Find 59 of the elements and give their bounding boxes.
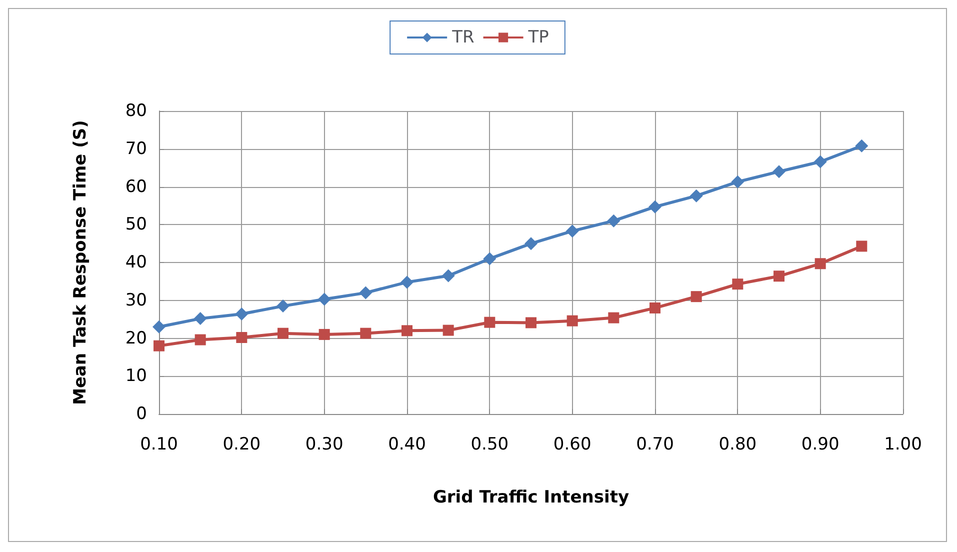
point [566, 224, 579, 238]
point [278, 328, 288, 339]
x-tick-label: 0.30 [305, 434, 344, 454]
y-tick-label: 70 [125, 138, 147, 159]
x-axis-title: Grid Traffic Intensity [432, 488, 630, 508]
y-tick-label: 10 [125, 366, 147, 386]
point [732, 278, 744, 290]
legend-label: TR [451, 28, 474, 48]
x-tick-label: 0.60 [553, 434, 592, 454]
point [566, 315, 578, 326]
point [648, 200, 662, 214]
point [359, 286, 372, 300]
x-tick-label: 0.20 [222, 434, 261, 454]
x-tick-label: 1.00 [884, 434, 922, 454]
point [774, 270, 784, 282]
point [194, 334, 206, 346]
point [856, 240, 868, 252]
y-tick-label: 50 [125, 214, 147, 235]
point [360, 328, 372, 339]
x-tick-label: 0.40 [388, 434, 426, 454]
point [814, 258, 826, 270]
point [194, 312, 207, 326]
y-tick-label: 30 [125, 290, 147, 310]
point [483, 252, 496, 266]
point [318, 328, 330, 340]
point [442, 324, 454, 336]
x-tick-label: 0.80 [718, 434, 757, 454]
point [690, 291, 702, 302]
y-axis-title: Mean Task Response Time (S) [70, 120, 90, 405]
point [276, 300, 290, 313]
point [154, 340, 164, 352]
point [236, 332, 248, 343]
point [690, 189, 703, 202]
y-tick-label: 60 [125, 176, 147, 197]
point [484, 316, 496, 328]
y-tick-label: 40 [125, 252, 147, 272]
legend-label: TP [527, 28, 549, 48]
point [650, 302, 660, 314]
x-tick-label: 0.50 [470, 434, 509, 454]
point [526, 317, 536, 328]
x-tick-label: 0.10 [140, 434, 178, 454]
point [402, 325, 412, 336]
point [318, 292, 331, 306]
point [731, 175, 744, 188]
point [814, 155, 827, 168]
point [524, 237, 538, 250]
point [442, 269, 455, 282]
point [608, 312, 620, 324]
point [772, 165, 786, 178]
point [855, 139, 868, 152]
x-tick-label: 0.90 [801, 434, 840, 454]
y-tick-label: 0 [136, 404, 147, 424]
point [152, 320, 166, 334]
point [607, 214, 620, 228]
point [235, 308, 248, 321]
x-tick-label: 0.70 [636, 434, 674, 454]
y-tick-label: 20 [125, 328, 147, 348]
y-tick-label: 80 [125, 101, 147, 121]
point [400, 276, 414, 289]
